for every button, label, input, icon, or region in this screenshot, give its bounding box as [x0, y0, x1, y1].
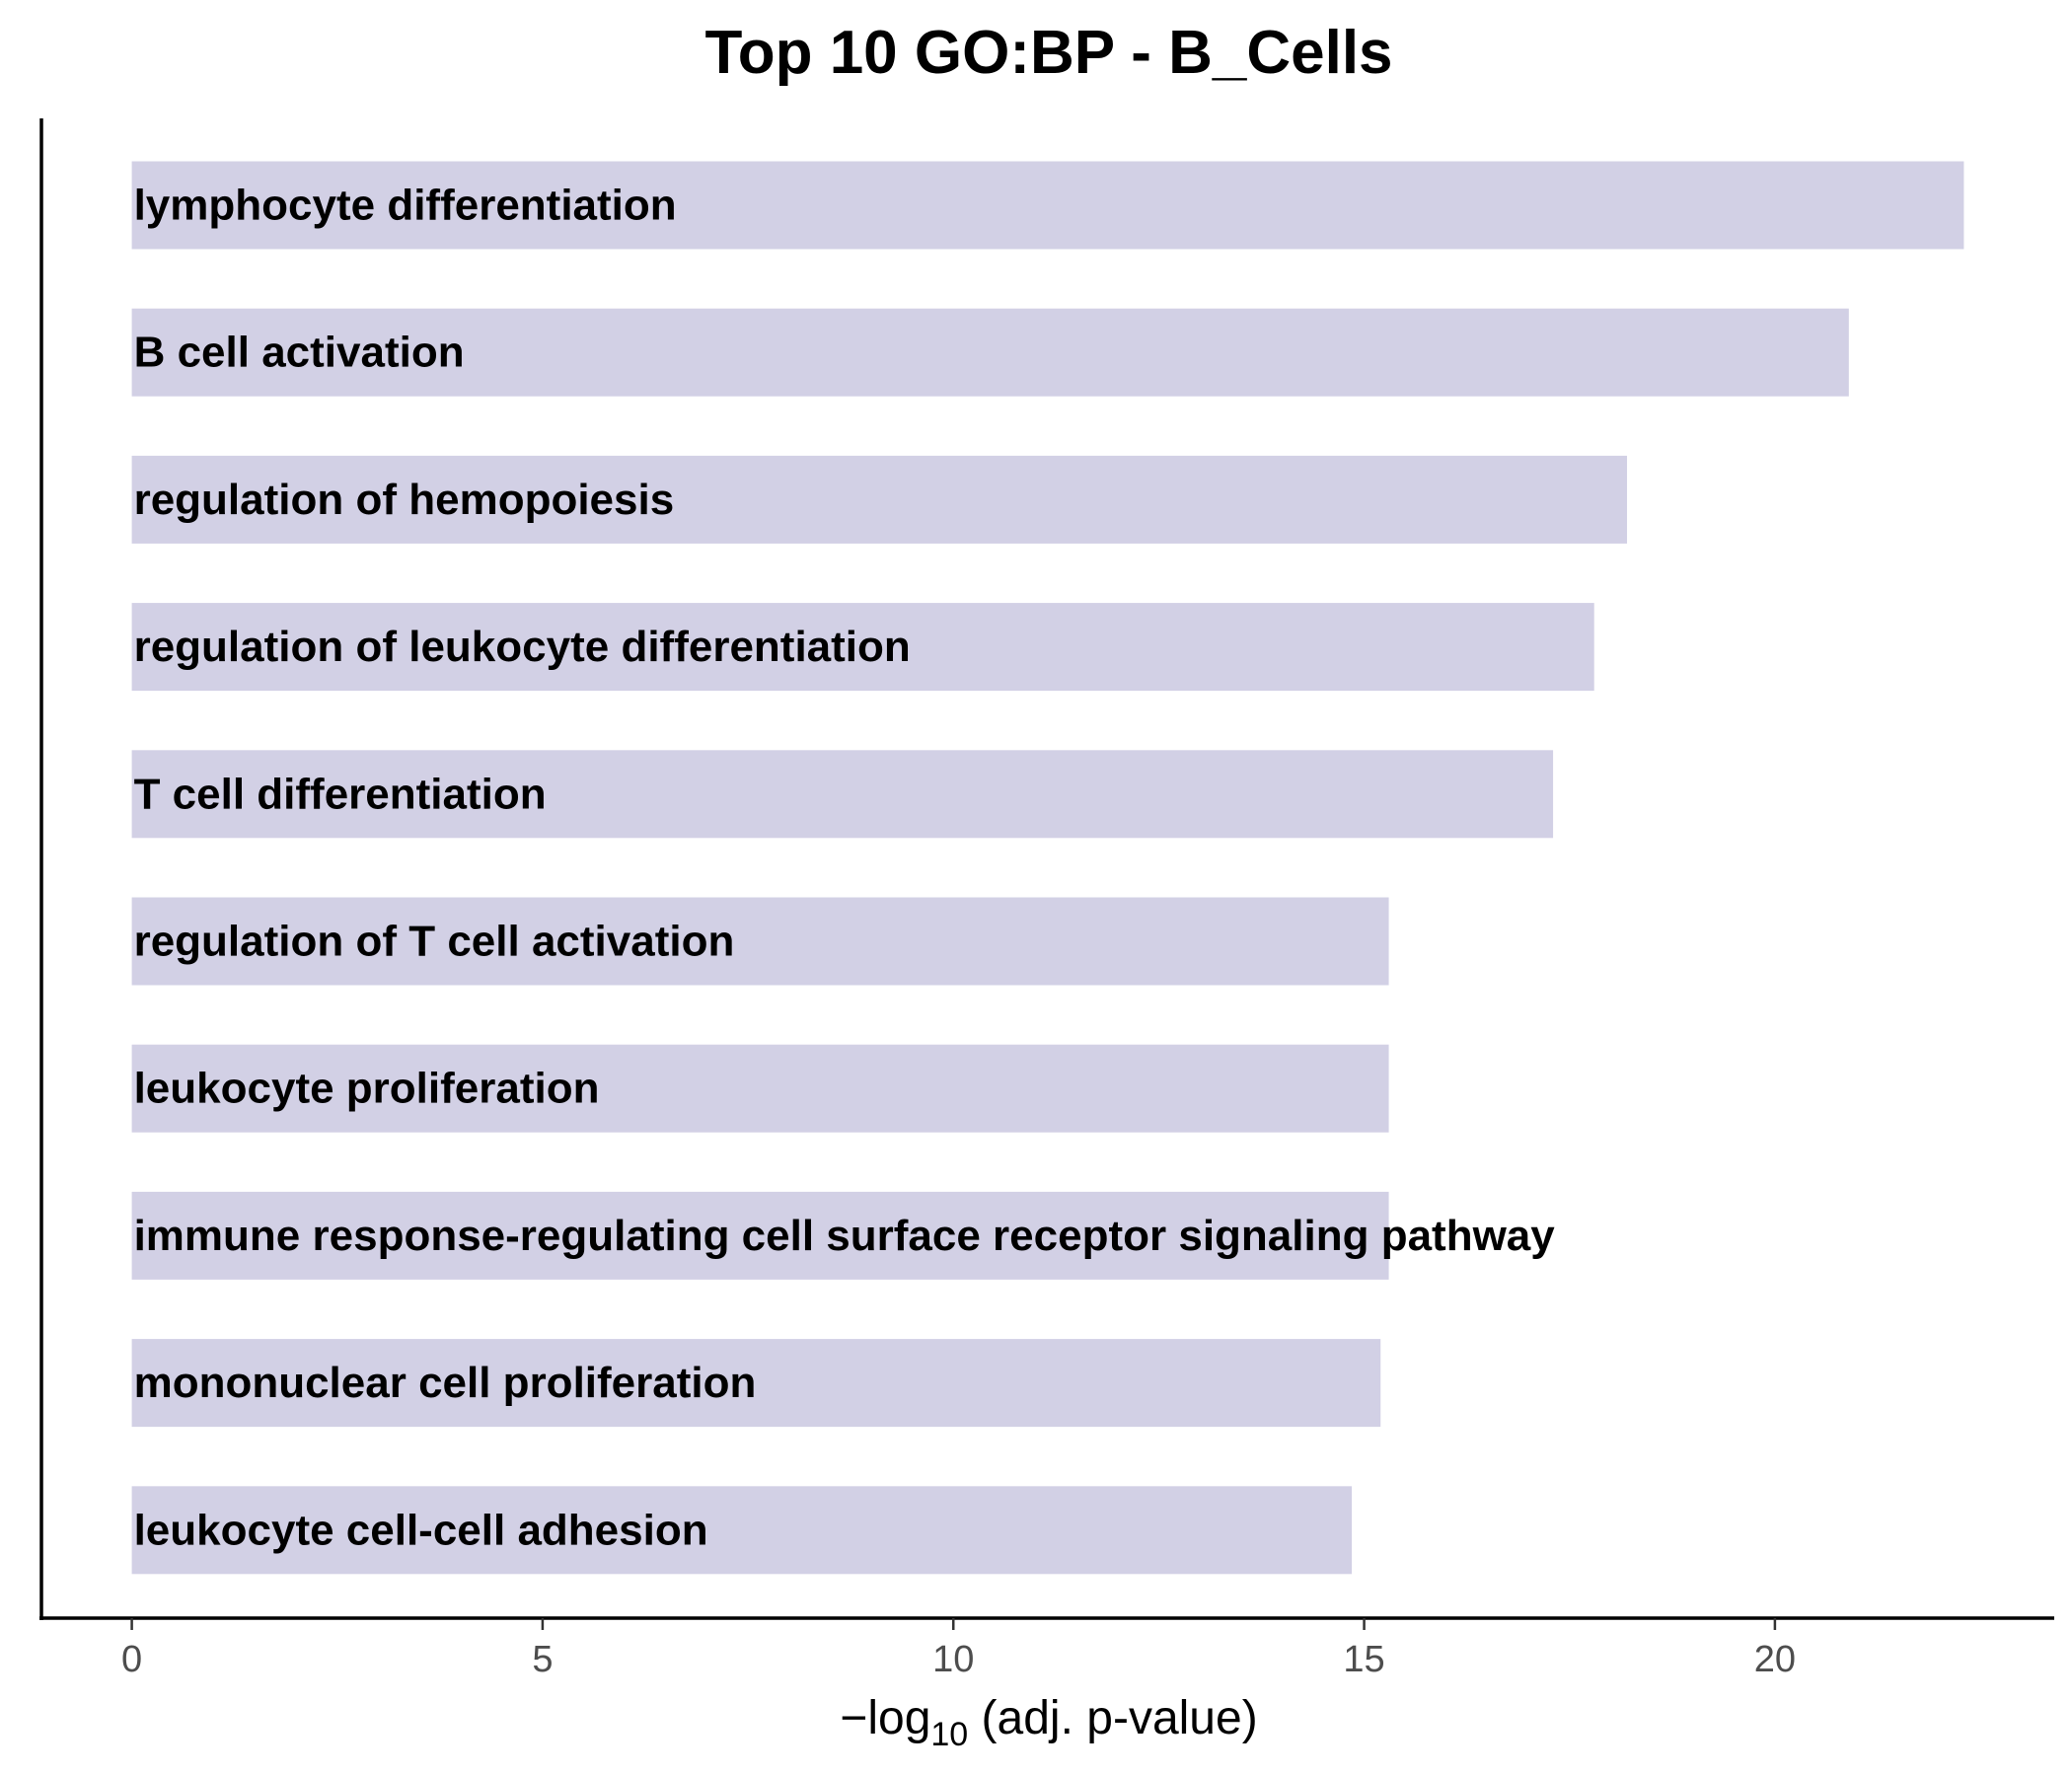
bar — [131, 455, 1628, 544]
x-tick-label: 0 — [121, 1639, 142, 1680]
bar — [131, 308, 1849, 397]
x-axis-label-subscript: 10 — [930, 1716, 968, 1753]
bar-label: B cell activation — [134, 329, 465, 377]
x-tick-label: 5 — [532, 1639, 553, 1680]
bar — [131, 897, 1389, 986]
x-axis-label: −log10 (adj. p-value) — [840, 1692, 1257, 1753]
bar-label: regulation of T cell activation — [134, 918, 735, 966]
bars-group — [131, 161, 1964, 1575]
bar — [131, 161, 1964, 250]
bar — [131, 750, 1554, 839]
x-ticks-group: 0 5 10 15 20 — [121, 1618, 1796, 1680]
bar — [131, 1191, 1389, 1280]
bar-label: leukocyte cell-cell adhesion — [134, 1506, 708, 1554]
x-axis-label-prefix: −log — [840, 1692, 930, 1744]
bar-label: regulation of leukocyte differentiation — [134, 623, 911, 671]
bar-label: T cell differentiation — [134, 770, 547, 818]
bar — [131, 1486, 1353, 1575]
x-tick-label: 15 — [1343, 1639, 1384, 1680]
bar — [131, 603, 1594, 692]
bar-labels-group: lymphocyte differentiation B cell activat… — [134, 182, 1556, 1555]
bar-label: lymphocyte differentiation — [134, 182, 677, 230]
chart-title: Top 10 GO:BP - B_Cells — [704, 19, 1392, 87]
x-tick-label: 20 — [1754, 1639, 1796, 1680]
x-axis-label-suffix: (adj. p-value) — [968, 1692, 1257, 1744]
bar-label: regulation of hemopoiesis — [134, 476, 675, 524]
bar-label: immune response-regulating cell surface … — [134, 1212, 1556, 1260]
bar-label: leukocyte proliferation — [134, 1065, 600, 1113]
bar-label: mononuclear cell proliferation — [134, 1359, 757, 1407]
x-tick-label: 10 — [932, 1639, 974, 1680]
bar — [131, 1339, 1381, 1428]
bar — [131, 1044, 1389, 1133]
